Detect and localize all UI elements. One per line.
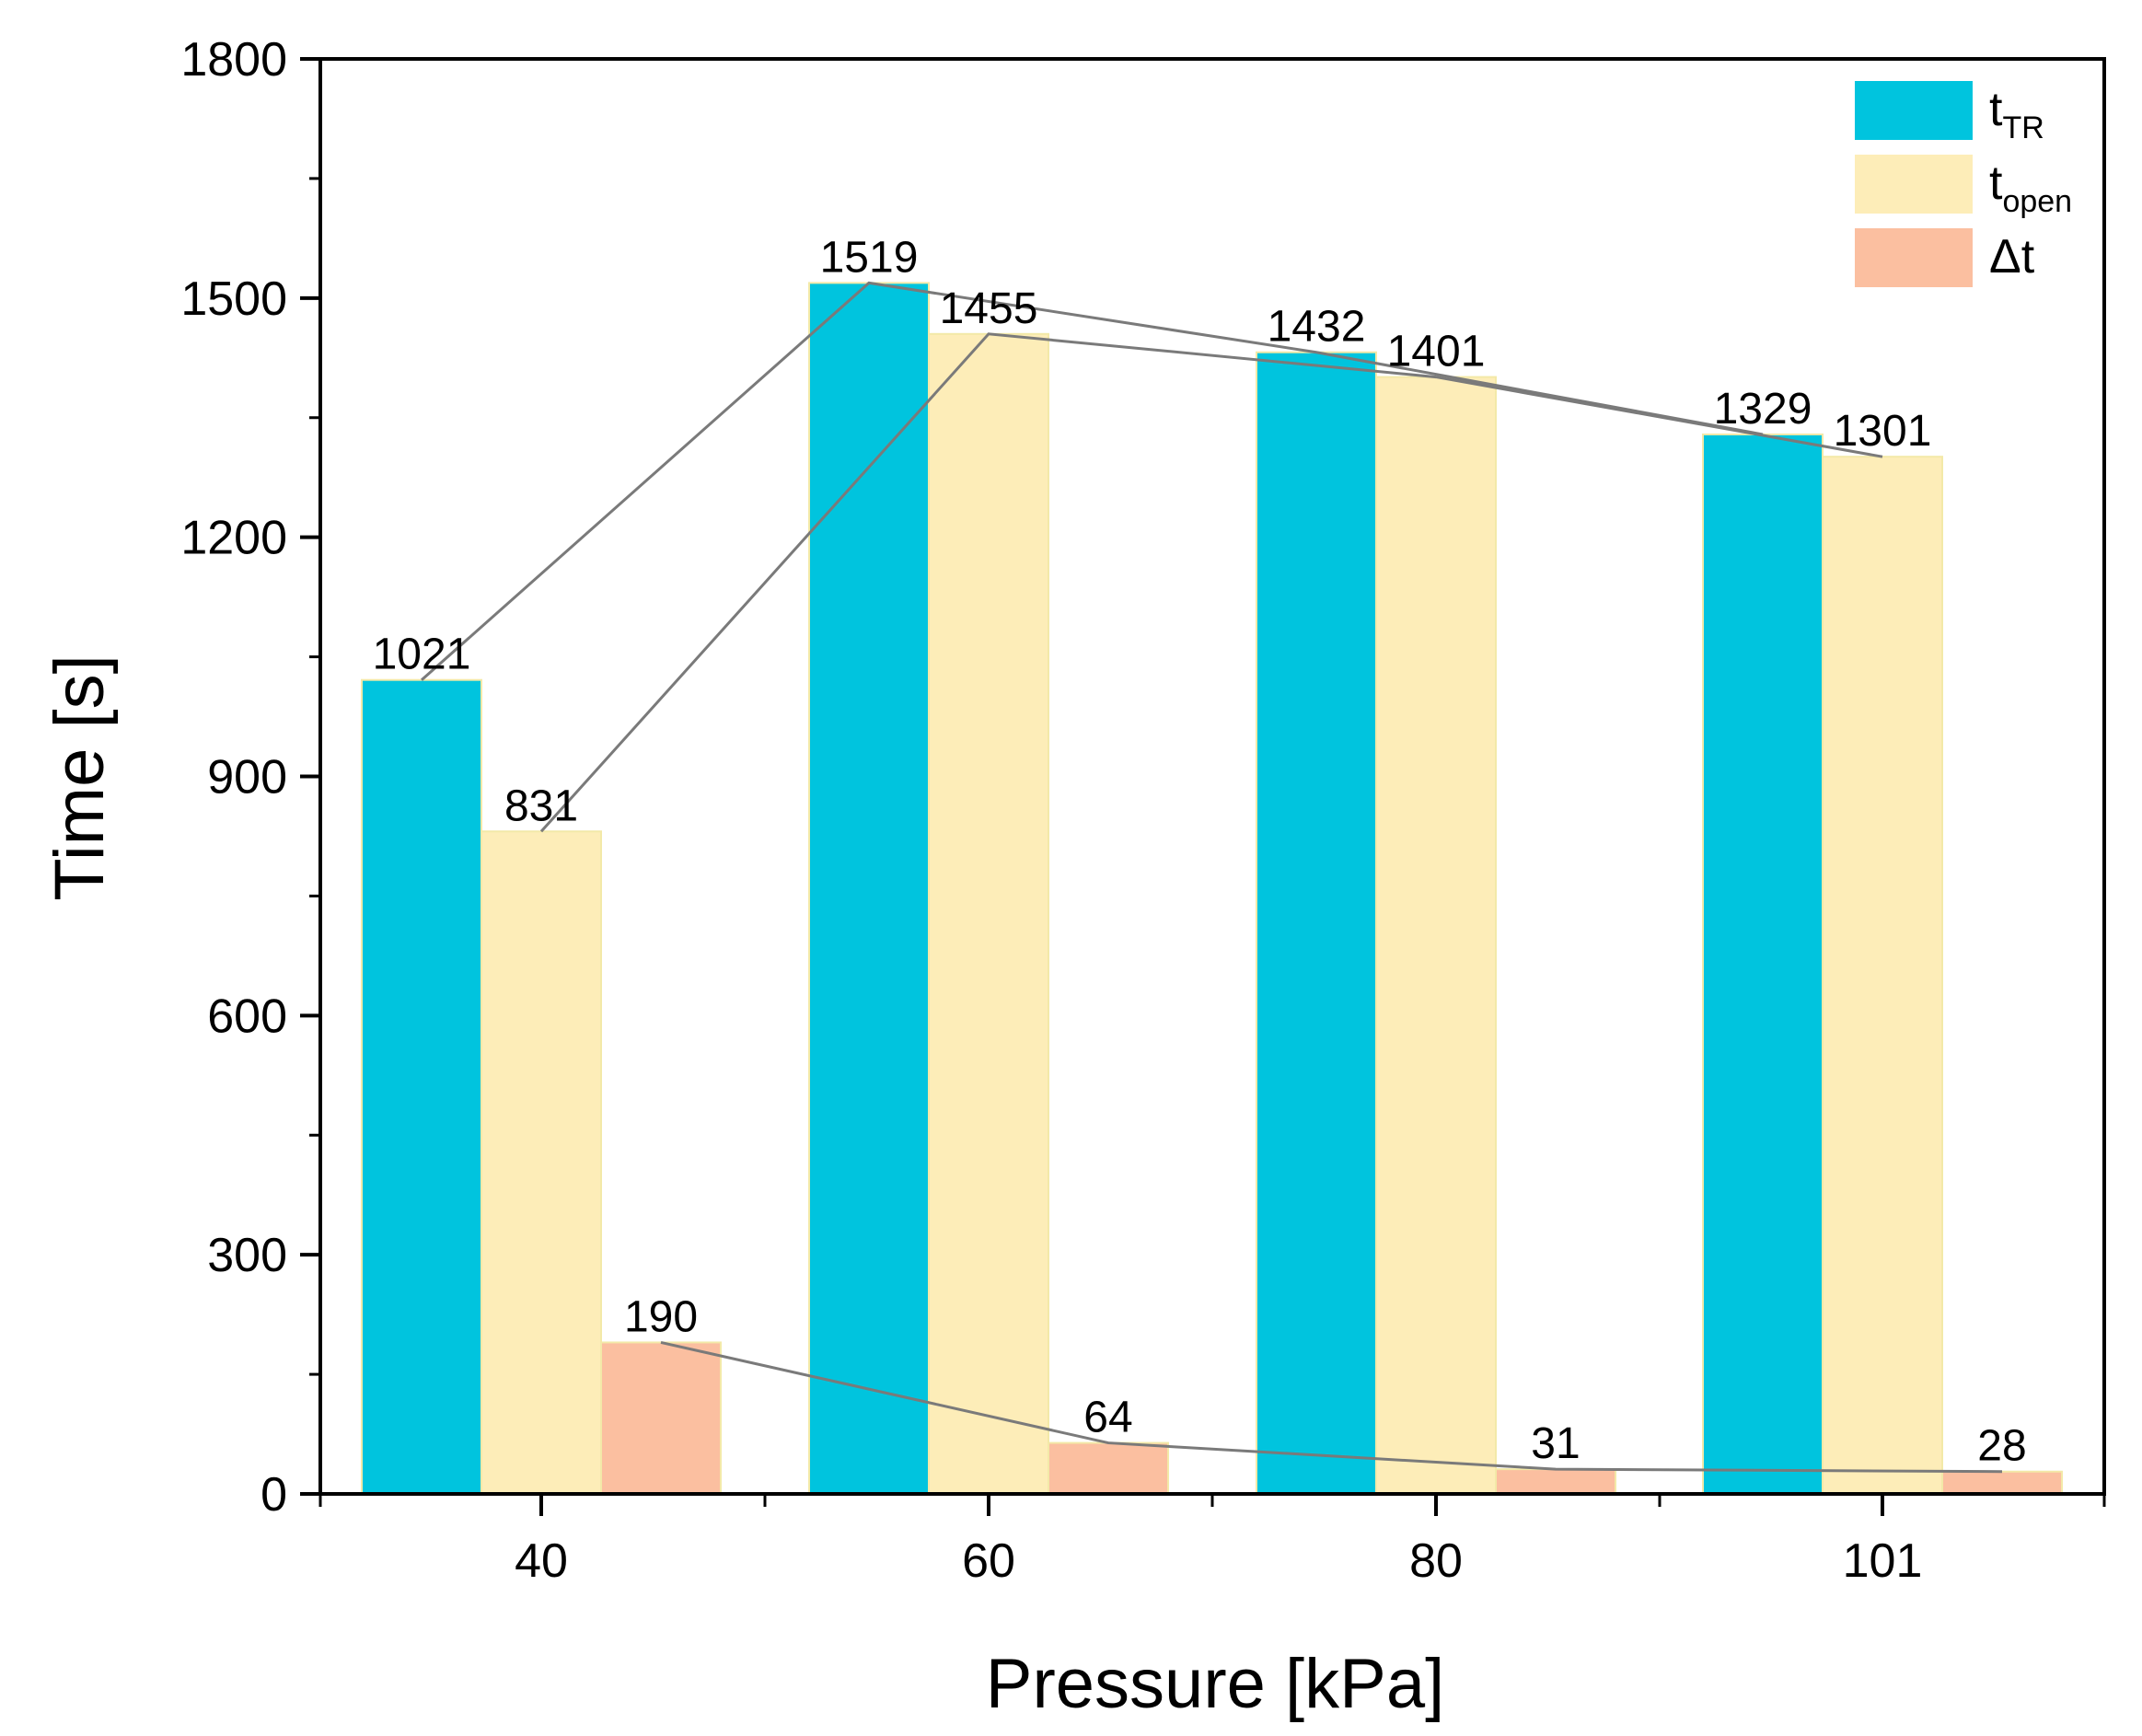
y-tick-label: 600 (207, 990, 287, 1043)
connector-line-series1 (539, 332, 1883, 833)
legend: tTR topen Δt (1855, 81, 2072, 287)
bar-series2-cat3 (1941, 1470, 2063, 1496)
y-tick-label: 1200 (180, 512, 287, 565)
data-label-series0-cat0: 1021 (373, 631, 471, 679)
legend-label-0: tTR (1989, 83, 2044, 145)
y-tick-label: 0 (261, 1468, 287, 1522)
legend-label-2: Δt (1989, 230, 2035, 284)
data-label-series2-cat2: 31 (1531, 1419, 1580, 1468)
data-label-series1-cat3: 1301 (1834, 407, 1932, 456)
legend-swatch-2 (1855, 228, 1973, 287)
bar-series1-cat1 (928, 332, 1049, 1495)
connector-line-series2 (660, 1340, 2003, 1474)
data-label-series2-cat1: 64 (1083, 1394, 1132, 1442)
x-tick-label: 40 (515, 1534, 568, 1588)
y-tick-label: 1500 (180, 272, 287, 326)
legend-swatch-1 (1855, 155, 1973, 214)
data-label-series1-cat2: 1401 (1387, 328, 1486, 376)
legend-label-1: topen (1989, 156, 2072, 219)
y-tick-label: 300 (207, 1229, 287, 1282)
data-label-series0-cat1: 1519 (820, 233, 919, 282)
bar-series2-cat2 (1495, 1468, 1616, 1495)
y-axis-title: Time [s] (41, 654, 119, 900)
data-label-series0-cat2: 1432 (1268, 303, 1366, 352)
connector-line-series0 (421, 281, 1764, 681)
data-label-series2-cat3: 28 (1977, 1422, 2026, 1471)
data-label-series0-cat3: 1329 (1714, 385, 1812, 434)
legend-swatch-0 (1855, 81, 1973, 140)
bar-series1-cat2 (1375, 376, 1497, 1495)
data-label-series1-cat0: 831 (504, 781, 578, 830)
x-axis-title: Pressure [kPa] (986, 1645, 1444, 1723)
bars-layer (361, 282, 2063, 1496)
bar-series0-cat3 (1702, 433, 1824, 1495)
data-labels-layer: 1021 1519 1432 1329 831 1455 1401 1301 190 64 31 28 (373, 233, 2027, 1470)
bar-series2-cat1 (1048, 1441, 1169, 1495)
data-label-series1-cat1: 1455 (940, 284, 1038, 333)
y-tick-label: 900 (207, 751, 287, 804)
bar-series0-cat1 (808, 282, 930, 1496)
axes-layer: 0 300 600 900 1200 1500 1800 40 60 80 101 (180, 33, 2106, 1588)
x-tick-label: 101 (1843, 1534, 1923, 1588)
bar-series0-cat2 (1256, 351, 1377, 1495)
bar-series2-cat0 (600, 1341, 722, 1495)
y-tick-label: 1800 (180, 33, 287, 87)
bar-series1-cat0 (481, 830, 602, 1495)
x-tick-label: 80 (1409, 1534, 1463, 1588)
data-label-series2-cat0: 190 (624, 1292, 698, 1341)
bar-series1-cat3 (1822, 456, 1943, 1495)
connector-lines-layer (421, 281, 2003, 1474)
x-tick-label: 60 (962, 1534, 1015, 1588)
bar-series0-cat0 (361, 678, 482, 1495)
